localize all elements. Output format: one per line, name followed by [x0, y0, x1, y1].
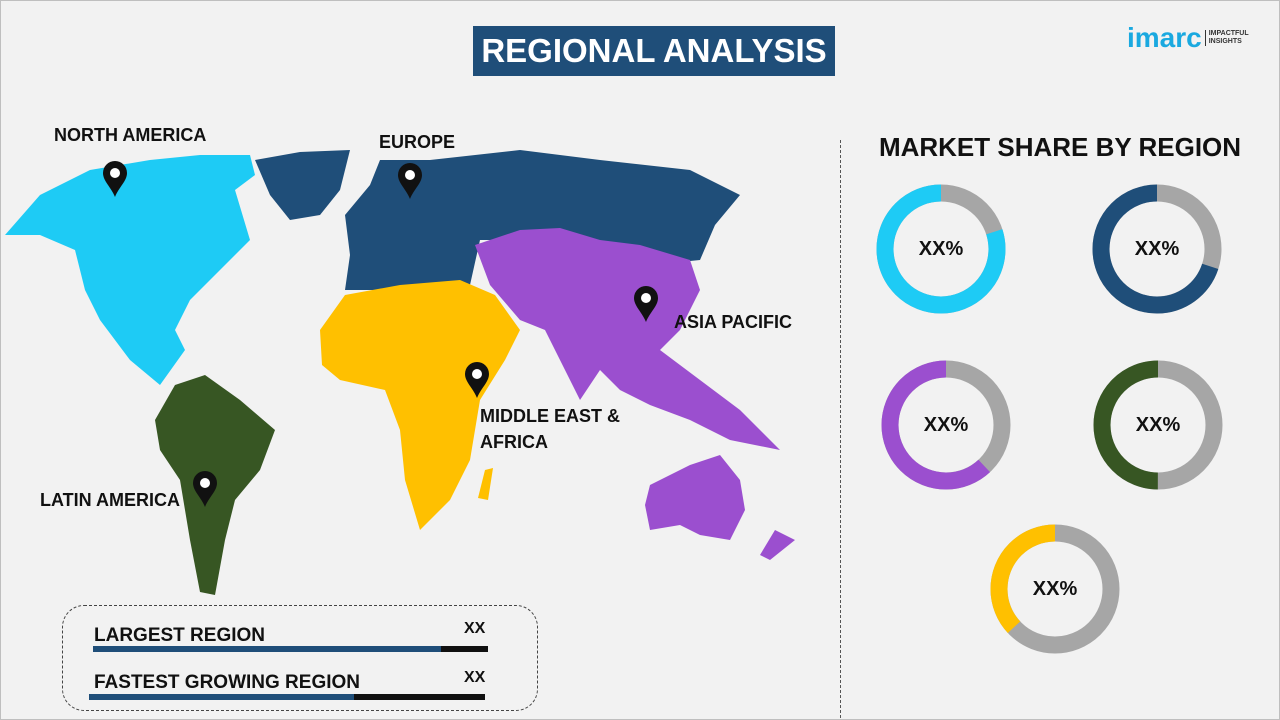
label-asia-pacific: ASIA PACIFIC [674, 312, 793, 332]
largest-region-label: LARGEST REGION [94, 625, 266, 646]
donut-north-america: XX% [876, 184, 1006, 314]
section-divider [840, 140, 841, 718]
summary-box [62, 605, 538, 711]
region-greenland [255, 150, 350, 220]
map-pin-icon [103, 161, 127, 197]
region-north-america[interactable] [5, 155, 255, 385]
donut-segment [876, 184, 1006, 314]
donut-value: XX% [923, 413, 969, 436]
donut-middle-east-africa: XX% [990, 524, 1120, 654]
market-share-title: MARKET SHARE BY REGION [878, 132, 1242, 162]
donut-segment [1092, 184, 1222, 314]
map-pin-icon [398, 163, 422, 199]
label-middle-east-africa: MIDDLE EAST & AFRICA [480, 406, 621, 452]
map-pin-icon [634, 286, 658, 322]
donut-value: XX% [1135, 413, 1181, 436]
donut-segment [881, 360, 1011, 490]
donut-latin-america: XX% [1093, 360, 1223, 490]
map-pin-icon [465, 362, 489, 398]
map-pins [103, 161, 658, 507]
map-pin-icon [193, 471, 217, 507]
fastest-region-bar [89, 694, 485, 700]
donut-asia-pacific: XX% [881, 360, 1011, 490]
world-map [5, 150, 795, 595]
region-asia-pacific[interactable] [475, 228, 780, 450]
region-africa[interactable] [320, 280, 520, 530]
donut-segment [1093, 360, 1223, 490]
donut-europe: XX% [1092, 184, 1222, 314]
page-title: REGIONAL ANALYSIS [473, 26, 835, 76]
region-madagascar [478, 468, 493, 500]
donut-value: XX% [1134, 237, 1180, 260]
label-latin-america: LATIN AMERICA [40, 490, 180, 510]
largest-region-value: XX [464, 620, 486, 637]
donut-segment [990, 524, 1120, 654]
fastest-region-label: FASTEST GROWING REGION [94, 672, 361, 693]
region-australia [645, 455, 745, 540]
logo-tagline: IMPACTFUL INSIGHTS [1204, 30, 1249, 46]
label-europe: EUROPE [379, 132, 456, 152]
label-north-america: NORTH AMERICA [54, 125, 207, 145]
donut-value: XX% [1032, 577, 1078, 600]
largest-region-bar [93, 646, 488, 652]
region-new-zealand [760, 530, 795, 560]
fastest-region-value: XX [464, 669, 486, 686]
logo-wordmark: imarc [1127, 22, 1202, 53]
donut-value: XX% [918, 237, 964, 260]
imarc-logo: imarc IMPACTFUL INSIGHTS [1127, 22, 1249, 54]
